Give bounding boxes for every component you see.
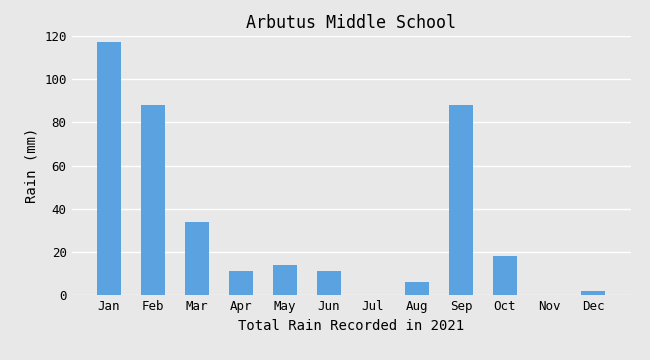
Y-axis label: Rain (mm): Rain (mm) <box>25 128 38 203</box>
Title: Arbutus Middle School: Arbutus Middle School <box>246 14 456 32</box>
Bar <box>141 105 165 295</box>
Bar <box>581 291 605 295</box>
Bar <box>493 256 517 295</box>
Bar <box>97 42 121 295</box>
X-axis label: Total Rain Recorded in 2021: Total Rain Recorded in 2021 <box>238 319 464 333</box>
Bar <box>273 265 297 295</box>
Bar <box>405 282 429 295</box>
Bar <box>185 222 209 295</box>
Bar <box>317 271 341 295</box>
Bar <box>449 105 473 295</box>
Bar <box>229 271 253 295</box>
